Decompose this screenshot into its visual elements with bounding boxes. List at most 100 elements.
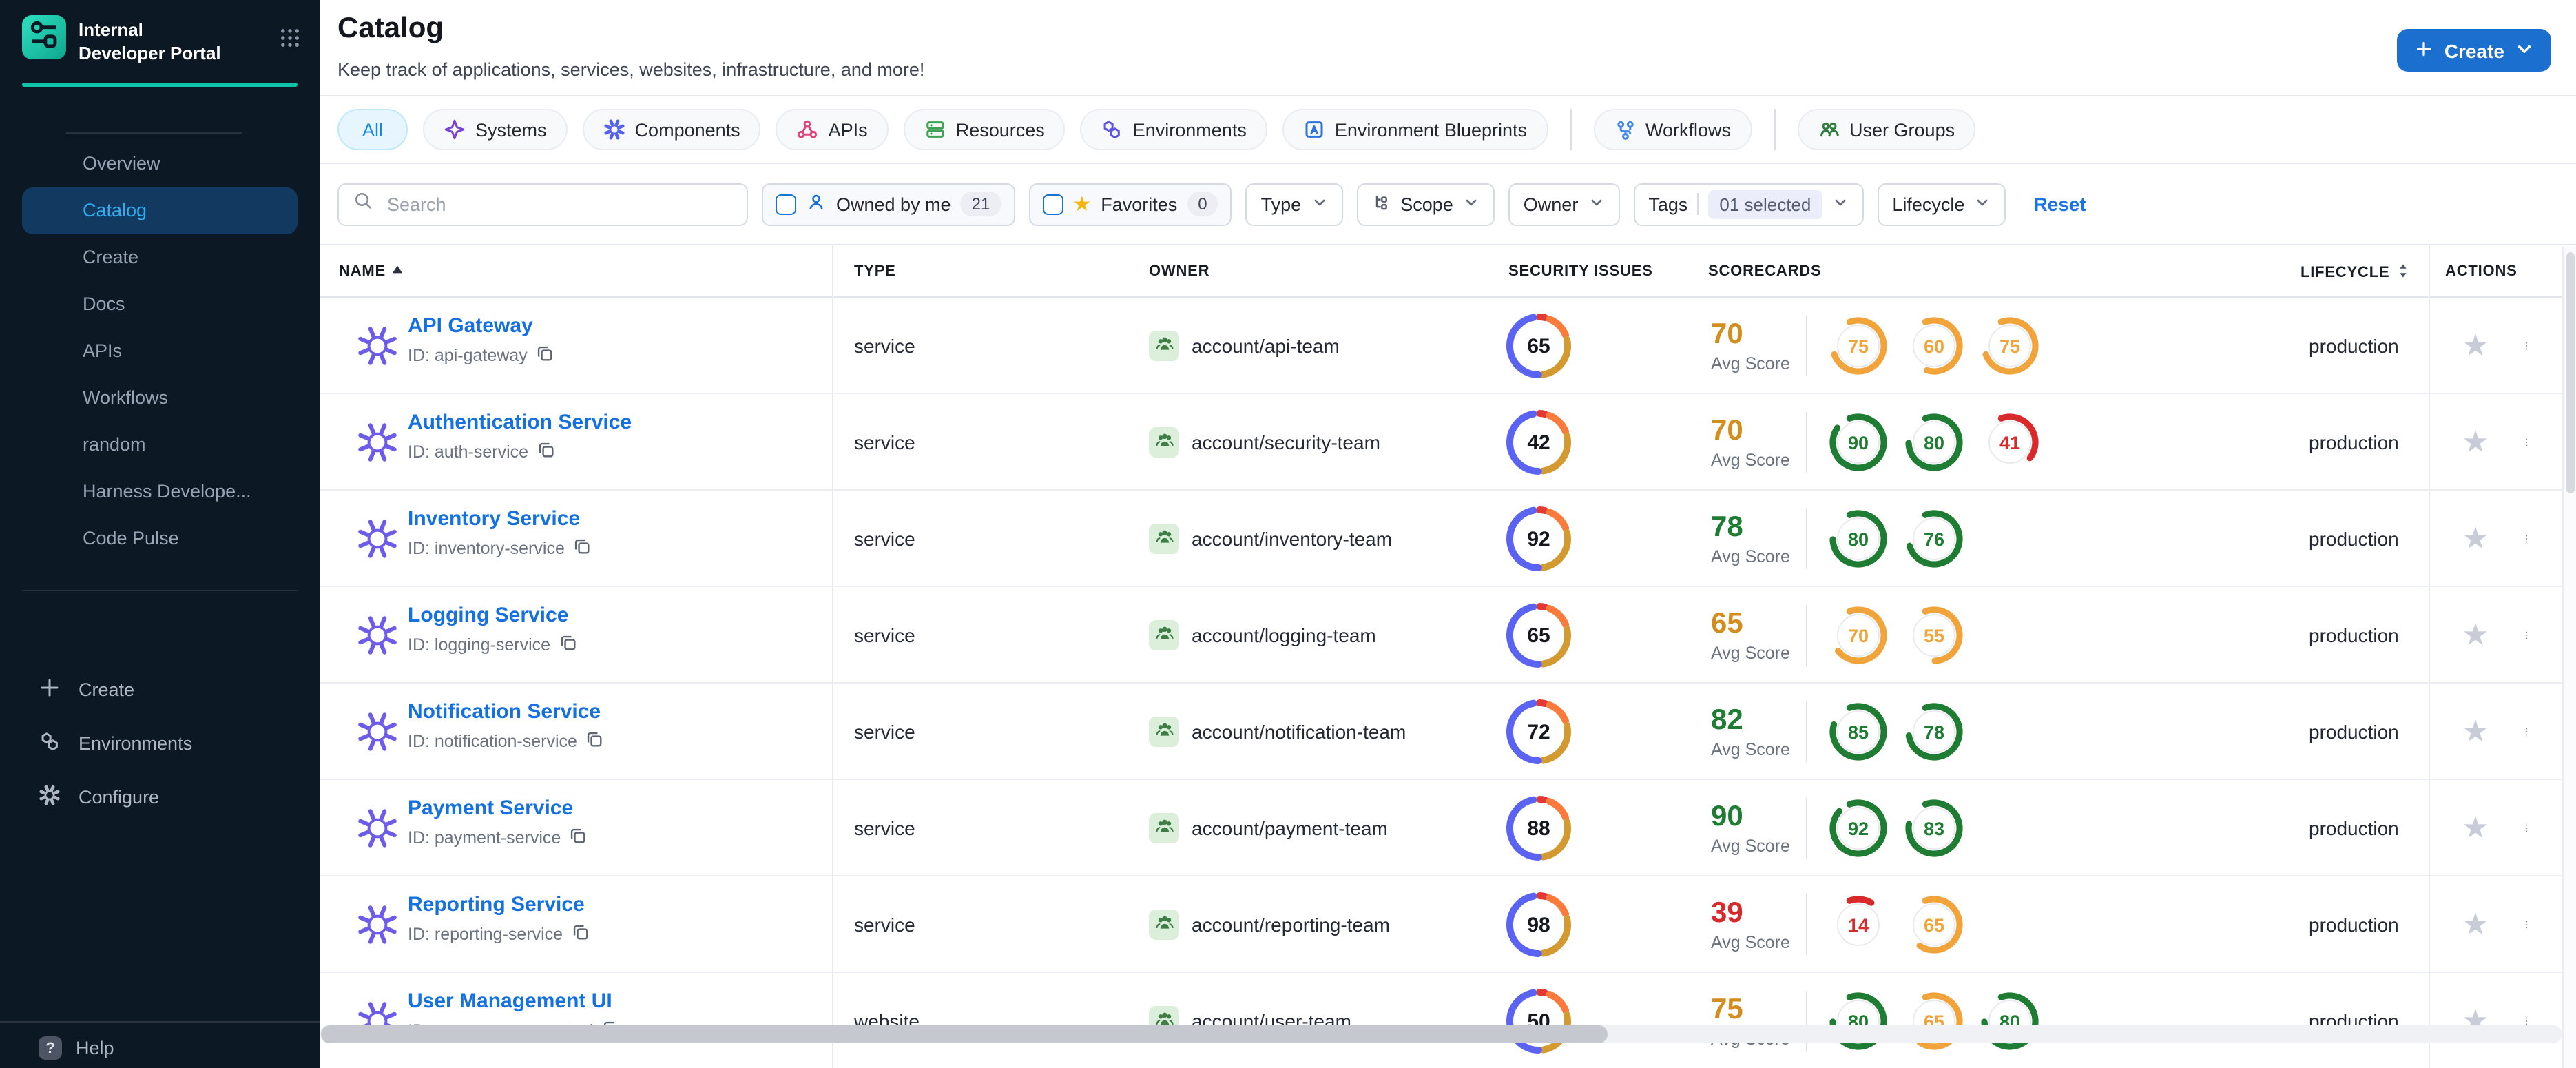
owner-name[interactable]: account/logging-team — [1192, 624, 1376, 646]
entity-name-link[interactable]: Logging Service — [408, 604, 569, 627]
favorites-filter[interactable]: ★ Favorites 0 — [1028, 183, 1232, 225]
entity-name-link[interactable]: User Management UI — [408, 989, 612, 1013]
vertical-scrollbar-thumb[interactable] — [2566, 252, 2575, 493]
sidebar-item-catalog[interactable]: Catalog — [22, 187, 298, 234]
kind-chip-user-groups[interactable]: User Groups — [1797, 109, 1976, 150]
row-menu-kebab-icon[interactable] — [2513, 587, 2540, 684]
favorite-star-button[interactable]: ★ — [2462, 907, 2489, 941]
copy-glyph — [538, 442, 553, 458]
sidebar-bottom-item-configure[interactable]: Configure — [22, 770, 298, 824]
kind-chip-all[interactable]: All — [337, 109, 408, 150]
owner-name[interactable]: account/reporting-team — [1192, 914, 1390, 936]
entity-name-link[interactable]: Reporting Service — [408, 893, 585, 916]
sidebar-bottom-item-label: Create — [79, 679, 135, 700]
sidebar-bottom-item-create[interactable]: Create — [22, 663, 298, 717]
column-header-lifecycle[interactable]: LIFECYCLE — [2300, 263, 2410, 283]
sidebar-item-help[interactable]: ? Help — [39, 1036, 114, 1060]
kind-chip-resources[interactable]: Resources — [903, 109, 1066, 150]
sidebar-item-create[interactable]: Create — [83, 247, 139, 267]
sidebar-item-harness-develope-[interactable]: Harness Develope... — [83, 481, 251, 502]
owner-name[interactable]: account/api-team — [1192, 335, 1340, 357]
entity-name-link[interactable]: API Gateway — [408, 314, 533, 338]
sidebar-item-code-pulse[interactable]: Code Pulse — [83, 528, 179, 548]
chip-label: Systems — [475, 119, 547, 140]
favorite-star-button[interactable]: ★ — [2462, 521, 2489, 555]
kind-chip-workflows[interactable]: Workflows — [1593, 109, 1752, 150]
brand-logo[interactable] — [22, 15, 66, 59]
kind-chip-environment-blueprints[interactable]: Environment Blueprints — [1282, 109, 1548, 150]
favorite-star-button[interactable]: ★ — [2462, 617, 2489, 652]
copy-icon[interactable] — [569, 827, 587, 849]
svg-text:55: 55 — [1924, 626, 1944, 646]
lifecycle-dropdown[interactable]: Lifecycle — [1877, 183, 2006, 225]
owner-name[interactable]: account/payment-team — [1192, 817, 1388, 839]
entity-name-link[interactable]: Payment Service — [408, 797, 574, 820]
entity-lifecycle: production — [2309, 817, 2399, 839]
entity-name-link[interactable]: Authentication Service — [408, 411, 632, 434]
favorite-star-button[interactable]: ★ — [2462, 424, 2489, 459]
scorecard-ring: 80 — [1905, 413, 1963, 471]
sidebar-bottom-item-environments[interactable]: Environments — [22, 717, 298, 770]
entity-name-link[interactable]: Inventory Service — [408, 507, 581, 531]
favorites-label: Favorites — [1101, 194, 1178, 214]
horizontal-scrollbar-thumb[interactable] — [321, 1025, 1608, 1043]
kind-chip-apis[interactable]: APIs — [776, 109, 889, 150]
row-menu-kebab-icon[interactable] — [2513, 298, 2540, 394]
owned-by-me-checkbox[interactable] — [776, 194, 796, 214]
owned-by-me-filter[interactable]: Owned by me 21 — [762, 183, 1015, 225]
search-box[interactable] — [337, 183, 748, 225]
app-grid-icon[interactable] — [278, 26, 302, 57]
copy-icon[interactable] — [571, 923, 589, 945]
row-menu-kebab-icon[interactable] — [2513, 491, 2540, 587]
copy-icon[interactable] — [536, 345, 554, 367]
favorite-star-button[interactable]: ★ — [2462, 328, 2489, 362]
vertical-scrollbar[interactable] — [2562, 247, 2576, 1068]
column-header-name[interactable]: NAME — [339, 263, 404, 280]
owner-name[interactable]: account/inventory-team — [1192, 528, 1393, 550]
scorecards-divider — [1806, 798, 1807, 859]
sidebar-bottom-nav: Create Environments Configure — [22, 663, 298, 824]
copy-icon[interactable] — [537, 441, 554, 463]
owner-name[interactable]: account/notification-team — [1192, 721, 1406, 743]
idp-logo-glyph — [30, 20, 57, 48]
table-row: Reporting Service ID: reporting-service … — [320, 876, 2576, 973]
type-dropdown[interactable]: Type — [1245, 183, 1343, 225]
kebab-dots-glyph — [2525, 535, 2528, 543]
reset-filters-link[interactable]: Reset — [2033, 193, 2086, 215]
scorecard-rings: 92 83 — [1828, 798, 1964, 859]
row-menu-kebab-icon[interactable] — [2513, 973, 2540, 1068]
copy-icon[interactable] — [585, 730, 603, 752]
favorite-star-button[interactable]: ★ — [2462, 810, 2489, 845]
favorites-checkbox[interactable] — [1042, 194, 1063, 214]
owner-name[interactable]: account/security-team — [1192, 431, 1380, 453]
owner-dropdown[interactable]: Owner — [1508, 183, 1620, 225]
entity-owner-cell: account/api-team — [1149, 298, 1340, 394]
kind-chip-components[interactable]: Components — [582, 109, 761, 150]
copy-icon[interactable] — [573, 537, 591, 559]
avg-score-label: Avg Score — [1711, 546, 1790, 566]
tags-dropdown[interactable]: Tags 01 selected — [1633, 183, 1864, 225]
sidebar-item-workflows[interactable]: Workflows — [83, 387, 169, 408]
plus-icon — [39, 677, 61, 703]
sidebar-item-apis[interactable]: APIs — [83, 340, 123, 361]
search-input[interactable] — [384, 192, 733, 216]
avg-score-value: 39 — [1711, 897, 1743, 930]
kind-chip-systems[interactable]: Systems — [423, 109, 568, 150]
sidebar-item-overview[interactable]: Overview — [83, 153, 160, 174]
scope-dropdown[interactable]: Scope — [1356, 183, 1495, 225]
sidebar-item-random[interactable]: random — [83, 434, 146, 455]
row-menu-kebab-icon[interactable] — [2513, 876, 2540, 973]
row-menu-kebab-icon[interactable] — [2513, 684, 2540, 780]
sidebar-item-docs[interactable]: Docs — [83, 294, 125, 314]
entity-name-link[interactable]: Notification Service — [408, 700, 601, 723]
favorite-star-button[interactable]: ★ — [2462, 714, 2489, 748]
favorite-star-button[interactable]: ★ — [2462, 1003, 2489, 1038]
copy-icon[interactable] — [559, 634, 577, 656]
row-menu-kebab-icon[interactable] — [2513, 780, 2540, 876]
chevron-down-icon — [2515, 39, 2533, 61]
entity-id: ID: notification-service — [408, 732, 577, 751]
kebab-dots-glyph — [2525, 631, 2528, 639]
row-menu-kebab-icon[interactable] — [2513, 394, 2540, 491]
kind-chip-environments[interactable]: Environments — [1080, 109, 1267, 150]
create-button[interactable]: Create — [2397, 29, 2551, 72]
